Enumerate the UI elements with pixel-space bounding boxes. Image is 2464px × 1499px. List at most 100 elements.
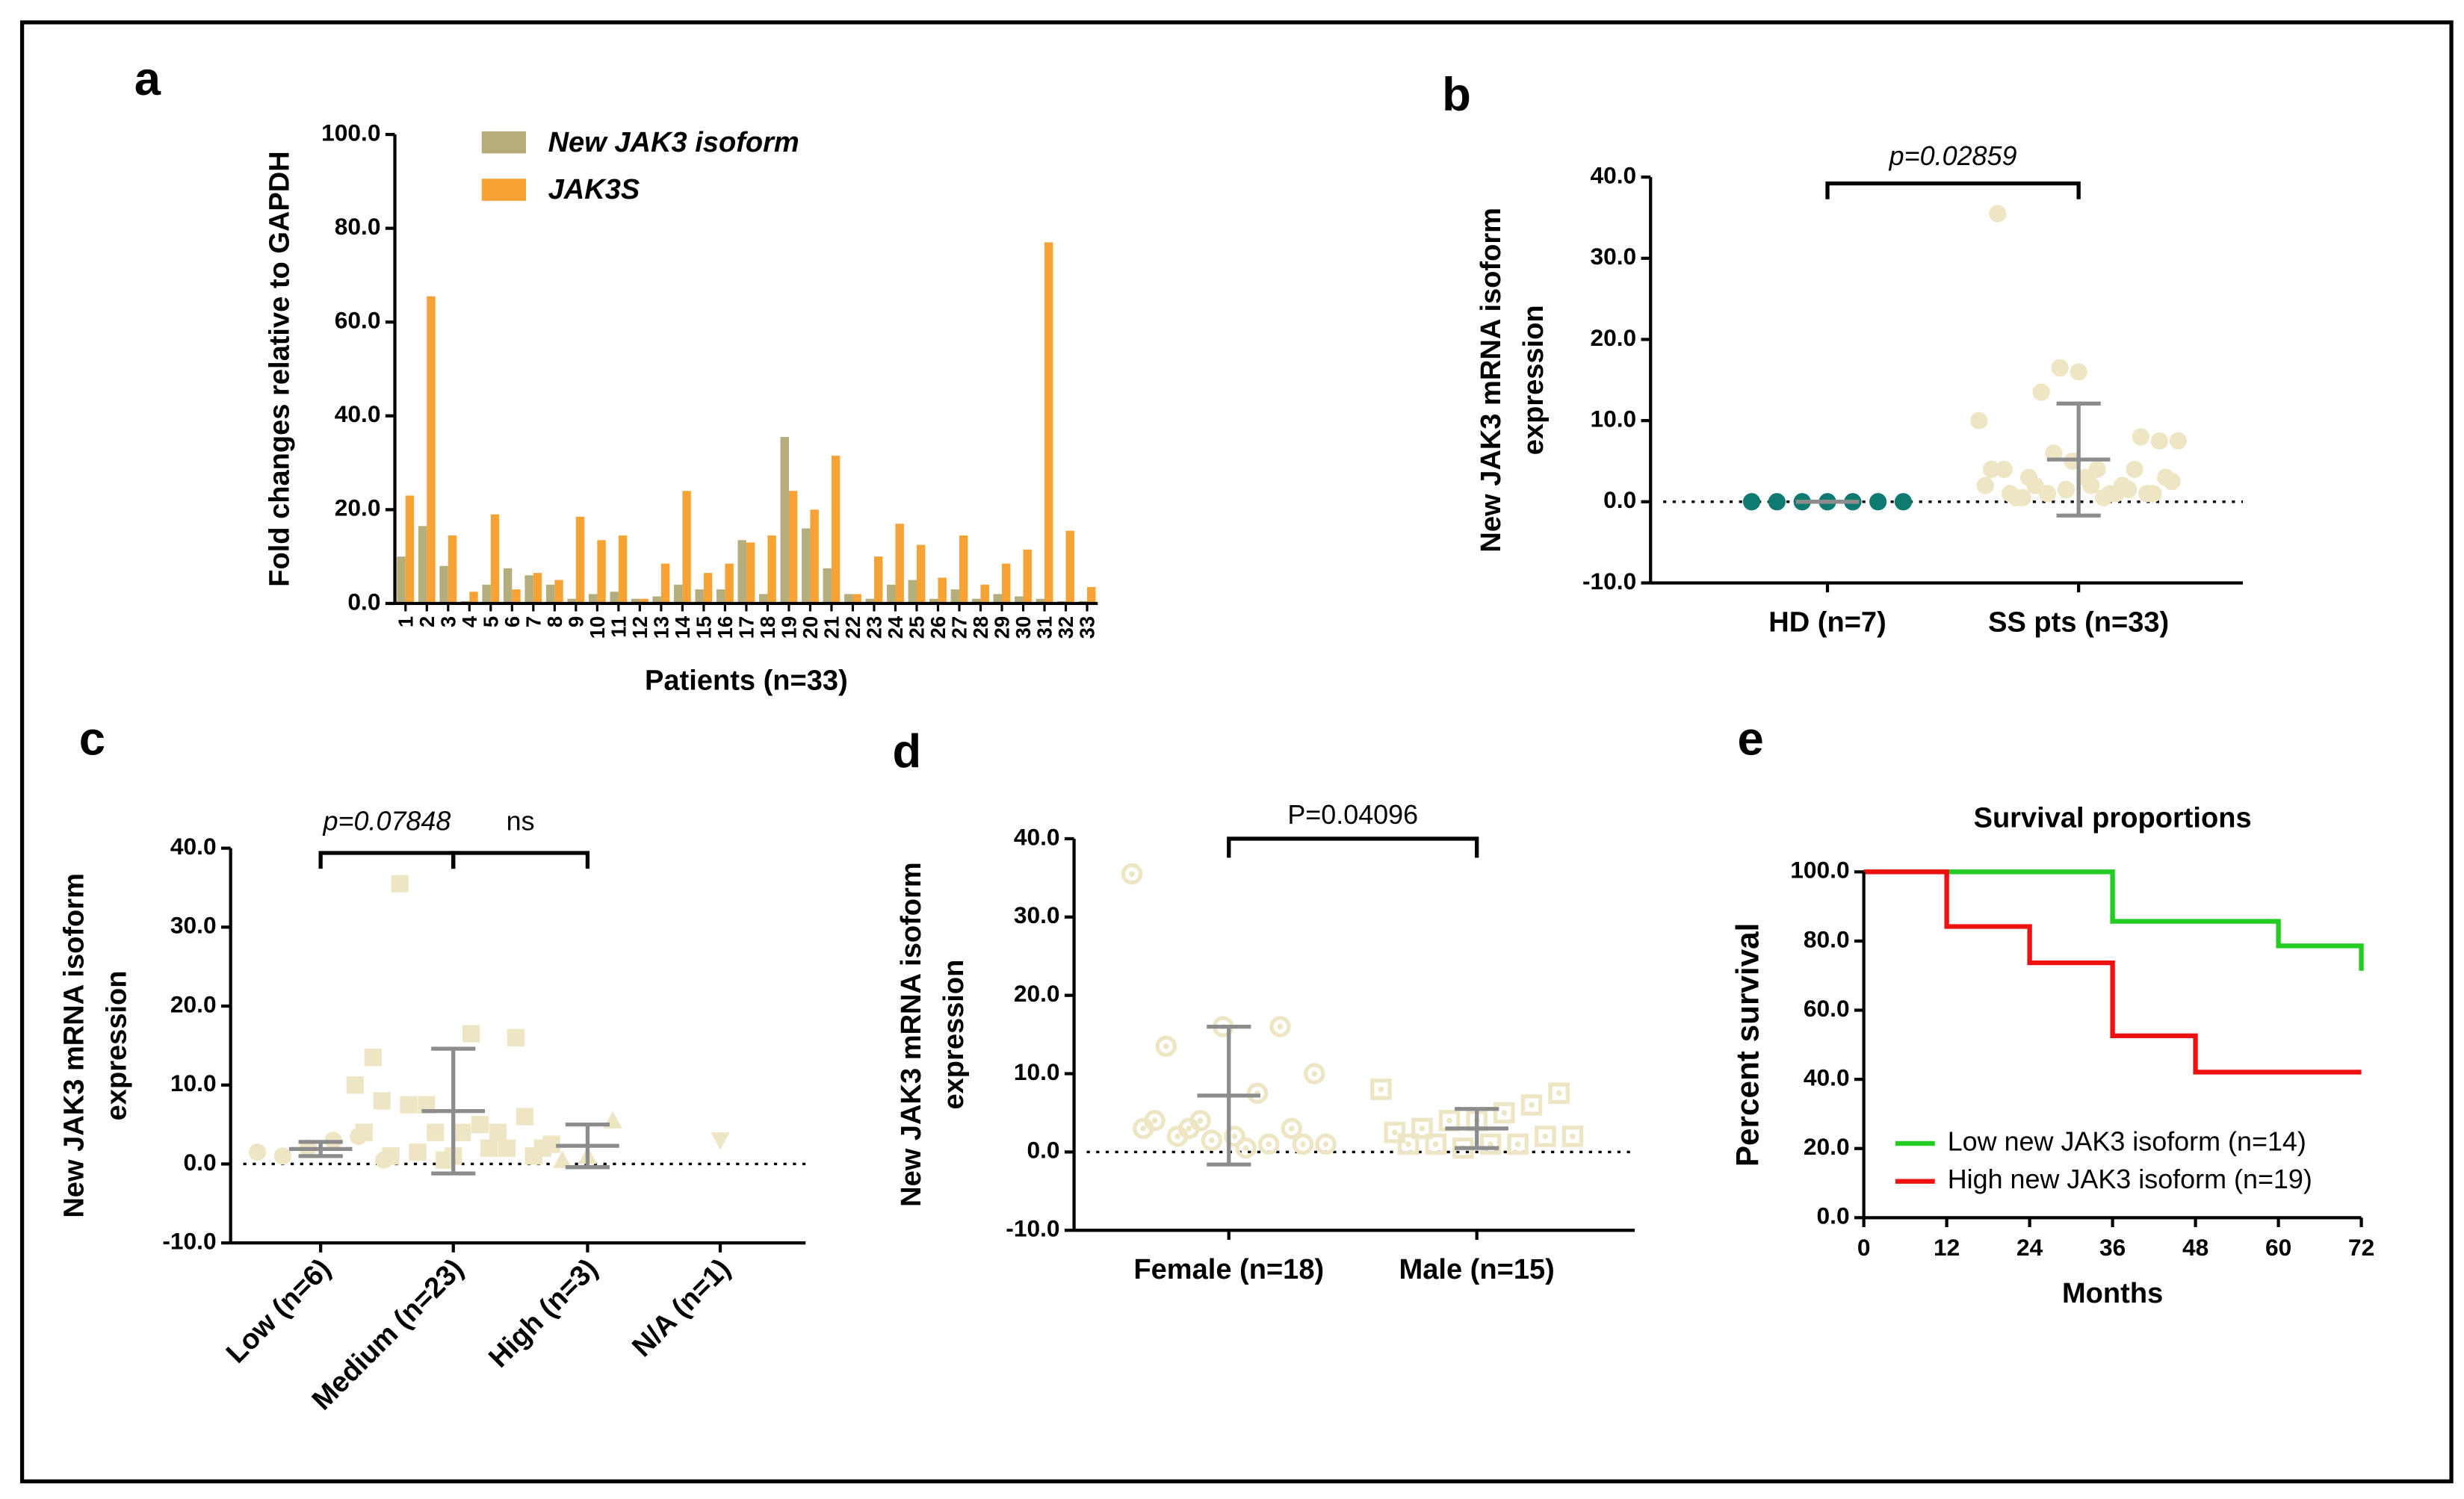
bar	[1015, 596, 1024, 603]
bar	[972, 598, 981, 603]
point	[1894, 493, 1913, 511]
bar	[524, 575, 533, 603]
y-tick-label: 0.0	[1027, 1137, 1059, 1164]
bar	[887, 584, 896, 603]
bar	[512, 589, 521, 603]
point	[1155, 1035, 1177, 1058]
point-dot	[1209, 1137, 1215, 1143]
bar	[810, 509, 819, 603]
bar	[469, 592, 478, 603]
panel-letter: a	[134, 53, 161, 105]
point	[1561, 1126, 1584, 1147]
panel-letter: c	[79, 713, 105, 766]
point-dot	[1501, 1110, 1508, 1116]
bar	[725, 563, 734, 603]
point-dot	[1163, 1043, 1169, 1049]
point-dot	[1277, 1023, 1284, 1030]
bar	[567, 598, 576, 603]
bar	[852, 594, 861, 603]
x-tick-label: 11	[607, 616, 630, 638]
x-tick-label: 30	[1012, 616, 1035, 639]
point-dot	[1446, 1117, 1452, 1124]
point-dot	[1311, 1070, 1318, 1077]
point-dot	[1300, 1141, 1306, 1147]
y-axis-label: expression	[1518, 305, 1550, 455]
point	[273, 1147, 292, 1165]
x-tick-label: 27	[947, 616, 971, 639]
point	[2088, 460, 2106, 478]
point	[498, 1139, 516, 1157]
bar	[588, 594, 598, 603]
bar	[831, 456, 841, 603]
point-dot	[1529, 1102, 1535, 1108]
x-tick-label: 24	[2016, 1234, 2043, 1261]
y-axis-label: expression	[938, 960, 970, 1110]
y-tick-label: 10.0	[1590, 406, 1636, 432]
x-tick-label: 20	[799, 616, 822, 639]
legend-label: JAK3S	[548, 174, 640, 205]
bar	[802, 528, 811, 603]
point	[1178, 1117, 1200, 1140]
bar	[938, 577, 947, 603]
point-dot	[1140, 1126, 1147, 1132]
y-tick-label: 30.0	[1590, 243, 1636, 270]
x-tick-label: 23	[862, 616, 885, 639]
bar	[759, 594, 768, 603]
y-tick-label: 40.0	[170, 833, 217, 860]
point	[711, 1132, 730, 1150]
x-tick-label: 13	[649, 616, 672, 639]
y-tick-label: 60.0	[1804, 995, 1850, 1022]
point	[1742, 493, 1761, 511]
x-tick-label: 31	[1033, 616, 1056, 639]
bar	[703, 573, 713, 603]
y-tick-label: 100.0	[321, 119, 380, 146]
legend-swatch	[481, 131, 526, 154]
x-tick-label: Male (n=15)	[1399, 1254, 1555, 1285]
point	[1976, 477, 1994, 494]
y-tick-label: 80.0	[335, 213, 381, 240]
point	[2038, 485, 2057, 503]
point	[355, 1123, 373, 1141]
x-tick-label: 22	[841, 616, 864, 639]
y-tick-label: 60.0	[335, 307, 381, 334]
y-tick-label: 0.0	[347, 588, 380, 615]
point	[1144, 1110, 1166, 1132]
x-tick-label: 1	[394, 616, 417, 627]
point-dot	[1174, 1133, 1180, 1140]
bar	[746, 542, 755, 603]
panel-letter: d	[892, 726, 921, 778]
point	[1304, 1063, 1325, 1084]
point	[2126, 460, 2143, 478]
x-tick-label: 5	[479, 616, 502, 627]
x-axis-label: Patients (n=33)	[645, 665, 848, 697]
point	[1384, 1121, 1406, 1143]
y-tick-label: 40.0	[1014, 823, 1060, 850]
point	[2094, 488, 2113, 506]
bar	[673, 584, 683, 603]
point	[1970, 412, 1988, 429]
y-axis-label: expression	[102, 970, 133, 1120]
point	[391, 875, 409, 893]
x-tick-label: 32	[1054, 616, 1077, 639]
point	[2051, 359, 2069, 377]
x-tick-label: 7	[521, 616, 545, 627]
bar	[873, 556, 883, 603]
x-tick-label: Female (n=18)	[1133, 1254, 1324, 1285]
bar	[908, 580, 917, 603]
point	[1370, 1079, 1392, 1100]
point	[454, 1123, 471, 1141]
bar	[545, 584, 555, 603]
point-dot	[1432, 1141, 1439, 1147]
bar	[682, 491, 691, 603]
point	[1548, 1082, 1570, 1105]
point-dot	[1488, 1141, 1493, 1147]
y-tick-label: 80.0	[1804, 925, 1850, 952]
bar	[780, 437, 789, 603]
significance-bracket	[451, 851, 590, 869]
point	[1315, 1133, 1337, 1155]
bar	[916, 544, 926, 603]
point-dot	[1391, 1129, 1398, 1135]
point	[1535, 1126, 1556, 1147]
y-axis-label: New JAK3 mRNA isoform	[1476, 208, 1507, 553]
